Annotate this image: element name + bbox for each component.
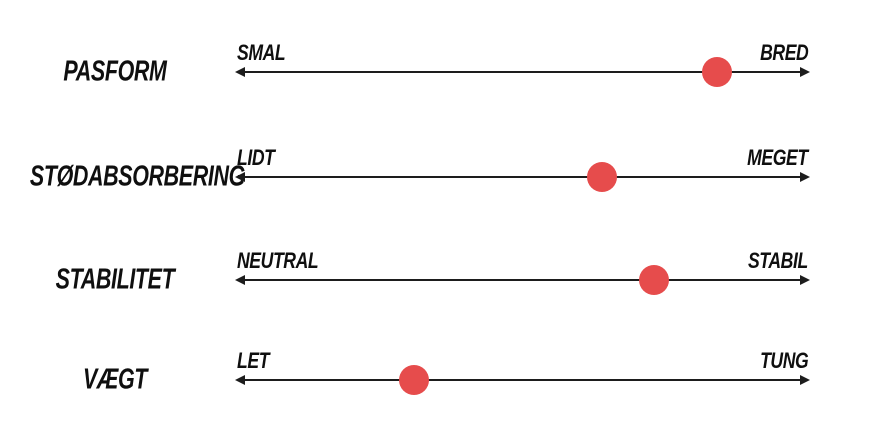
marker-dot bbox=[399, 365, 429, 395]
marker-dot bbox=[701, 57, 732, 87]
scale-max-label: MEGET bbox=[747, 145, 808, 170]
scale-min-label: LIDT bbox=[237, 145, 275, 170]
scale-arrow-track: SMAL BRED bbox=[235, 40, 810, 87]
row-label: STØDABSORBERING bbox=[29, 160, 245, 193]
row-label: STABILITET bbox=[55, 263, 175, 296]
scale-max-label: STABIL bbox=[748, 248, 808, 273]
scale-min-label: LET bbox=[237, 348, 270, 373]
row-label: PASFORM bbox=[63, 55, 167, 88]
marker-dot bbox=[587, 162, 618, 192]
scale-arrow-track: NEUTRAL STABIL bbox=[235, 248, 810, 295]
scale-min-label: SMAL bbox=[237, 40, 286, 65]
marker-dot bbox=[638, 265, 669, 295]
row-label: VÆGT bbox=[82, 363, 148, 396]
scale-arrow-track: LIDT MEGET bbox=[235, 145, 810, 192]
scale-max-label: TUNG bbox=[759, 348, 809, 373]
scale-max-label: BRED bbox=[759, 40, 809, 65]
scale-arrow-track: LET TUNG bbox=[235, 348, 810, 395]
scale-min-label: NEUTRAL bbox=[237, 248, 319, 273]
